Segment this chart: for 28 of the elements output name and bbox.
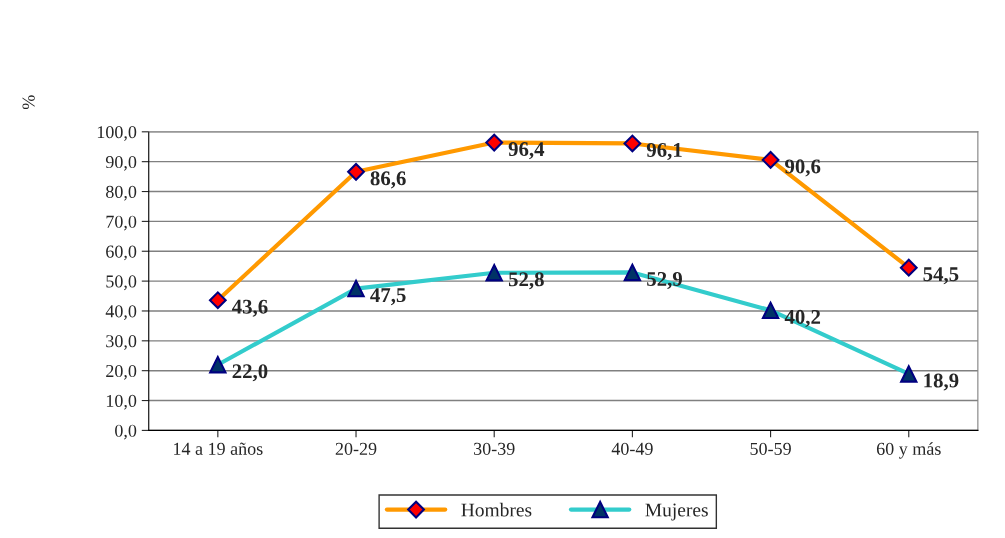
x-tick-label: 50-59 xyxy=(750,442,791,455)
y-tick-label: 50,0 xyxy=(106,275,137,291)
data-label: 52,8 xyxy=(508,272,544,290)
data-label: 90,6 xyxy=(785,159,821,177)
y-tick-label: 90,0 xyxy=(105,155,137,171)
data-label: 47,5 xyxy=(370,288,406,306)
data-label: 54,5 xyxy=(923,267,959,285)
y-axis-title: % xyxy=(22,95,35,110)
y-tick-label: 10,0 xyxy=(106,394,137,410)
data-label: 86,6 xyxy=(370,171,406,189)
data-label: 96,4 xyxy=(508,142,545,160)
y-tick-label: 30,0 xyxy=(106,335,137,350)
data-label: 18,9 xyxy=(924,373,959,391)
legend-label: Mujeres xyxy=(645,503,708,521)
x-tick-label: 60 y más xyxy=(876,442,941,459)
y-tick-label: 60,0 xyxy=(106,245,137,261)
x-tick-label: 30-39 xyxy=(474,442,515,455)
data-label: 43,6 xyxy=(232,299,268,317)
y-tick-label: 100,0 xyxy=(97,126,137,141)
y-tick-label: 0,0 xyxy=(115,424,137,440)
legend-label: Hombres xyxy=(461,502,532,517)
y-tick-label: 20,0 xyxy=(106,364,137,380)
y-tick-label: 80,0 xyxy=(106,185,137,201)
x-tick-label: 40-49 xyxy=(611,442,653,455)
y-tick-label: 70,0 xyxy=(106,215,137,231)
x-tick-label: 14 a 19 años xyxy=(174,442,263,455)
x-tick-label: 20-29 xyxy=(335,442,377,455)
y-tick-label: 40,0 xyxy=(105,305,137,320)
